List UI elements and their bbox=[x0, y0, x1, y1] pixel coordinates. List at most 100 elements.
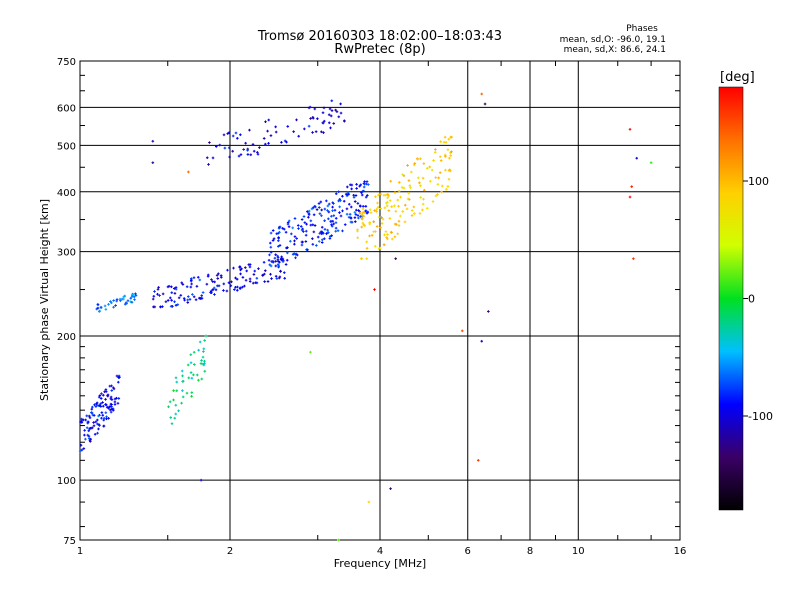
scatter-point bbox=[202, 350, 205, 353]
scatter-point bbox=[349, 216, 353, 220]
scatter-point bbox=[92, 414, 96, 417]
scatter-point bbox=[248, 277, 252, 281]
scatter-point bbox=[400, 186, 404, 189]
scatter-point bbox=[189, 371, 193, 374]
scatter-point bbox=[339, 214, 343, 218]
scatter-point bbox=[280, 141, 283, 144]
scatter-point bbox=[316, 117, 319, 120]
scatter-point bbox=[190, 282, 193, 286]
scatter-point bbox=[203, 362, 206, 365]
scatter-point bbox=[233, 288, 236, 291]
scatter-point bbox=[346, 185, 349, 189]
scatter-point bbox=[377, 247, 381, 251]
scatter-point bbox=[278, 225, 282, 229]
scatter-point bbox=[96, 431, 99, 435]
scatter-point bbox=[438, 155, 442, 158]
scatter-point bbox=[285, 246, 288, 250]
scatter-point bbox=[347, 215, 351, 219]
colorbar: [deg] 100 0 -100 bbox=[718, 70, 773, 511]
scatter-point bbox=[359, 183, 363, 187]
scatter-point bbox=[413, 162, 417, 165]
scatter-point bbox=[387, 194, 390, 198]
scatter-point bbox=[296, 224, 300, 227]
y-tick-label: 750 bbox=[57, 57, 76, 68]
scatter-point bbox=[85, 426, 89, 430]
scatter-point bbox=[355, 183, 358, 186]
scatter-point bbox=[320, 231, 324, 234]
scatter-point bbox=[79, 420, 82, 424]
scatter-point bbox=[156, 292, 159, 296]
scatter-point bbox=[257, 267, 260, 270]
scatter-point bbox=[207, 163, 210, 166]
scatter-point bbox=[401, 210, 405, 213]
scatter-point bbox=[442, 140, 446, 144]
colorbar-label: [deg] bbox=[720, 70, 755, 85]
scatter-point bbox=[181, 379, 185, 383]
scatter-point bbox=[299, 225, 303, 228]
scatter-point bbox=[203, 369, 207, 373]
scatter-point bbox=[96, 306, 100, 310]
scatter-point bbox=[383, 206, 387, 210]
scatter-point bbox=[251, 143, 255, 146]
scatter-point bbox=[394, 210, 398, 213]
scatter-point bbox=[102, 393, 105, 397]
scatter-point bbox=[397, 224, 401, 227]
scatter-point bbox=[102, 404, 105, 408]
scatter-point bbox=[275, 277, 279, 280]
scatter-point bbox=[85, 414, 89, 418]
scatter-point bbox=[320, 208, 323, 212]
scatter-point bbox=[334, 192, 338, 196]
scatter-point bbox=[153, 290, 156, 293]
scatter-point bbox=[360, 213, 364, 217]
scatter-point bbox=[307, 124, 311, 128]
x-tick-label: 4 bbox=[377, 546, 383, 557]
scatter-point bbox=[289, 239, 292, 243]
scatter-point bbox=[368, 234, 371, 238]
scatter-point bbox=[223, 146, 227, 150]
scatter-point bbox=[210, 278, 213, 281]
scatter-point bbox=[377, 215, 381, 219]
scatter-point bbox=[375, 225, 379, 228]
scatter-point bbox=[88, 427, 92, 430]
scatter-point bbox=[337, 538, 340, 542]
scatter-point bbox=[403, 220, 407, 224]
scatter-point bbox=[362, 214, 365, 218]
scatter-point bbox=[176, 303, 180, 306]
scatter-point bbox=[337, 190, 341, 194]
scatter-point bbox=[446, 185, 450, 188]
scatter-point bbox=[255, 281, 259, 285]
scatter-point bbox=[103, 304, 107, 308]
scatter-point bbox=[337, 115, 341, 119]
scatter-point bbox=[332, 214, 336, 217]
scatter-point bbox=[630, 185, 634, 188]
scatter-point bbox=[379, 226, 382, 229]
scatter-point bbox=[151, 297, 155, 301]
scatter-point bbox=[367, 500, 371, 504]
scatter-point bbox=[112, 305, 115, 309]
scatter-point bbox=[386, 237, 389, 241]
scatter-point bbox=[327, 121, 331, 125]
scatter-point bbox=[248, 128, 251, 132]
scatter-point bbox=[192, 373, 195, 377]
scatter-point bbox=[311, 237, 314, 240]
scatter-point bbox=[92, 424, 96, 428]
scatter-point bbox=[364, 209, 368, 213]
scatter-point bbox=[222, 133, 226, 137]
scatter-point bbox=[205, 156, 209, 160]
scatter-point bbox=[373, 288, 376, 291]
scatter-point bbox=[107, 417, 110, 420]
scatter-point bbox=[238, 287, 242, 290]
scatter-point bbox=[104, 390, 108, 393]
scatter-point bbox=[118, 297, 122, 301]
scatter-point bbox=[200, 294, 203, 297]
scatter-point bbox=[419, 157, 422, 161]
scatter-point bbox=[213, 280, 216, 284]
y-tick-label: 100 bbox=[57, 476, 76, 487]
scatter-point bbox=[283, 271, 286, 274]
scatter-point bbox=[279, 258, 283, 261]
scatter-point bbox=[177, 296, 181, 300]
scatter-point bbox=[322, 119, 326, 123]
scatter-point bbox=[439, 159, 443, 162]
scatter-point bbox=[276, 245, 280, 248]
scatter-point bbox=[201, 291, 205, 294]
